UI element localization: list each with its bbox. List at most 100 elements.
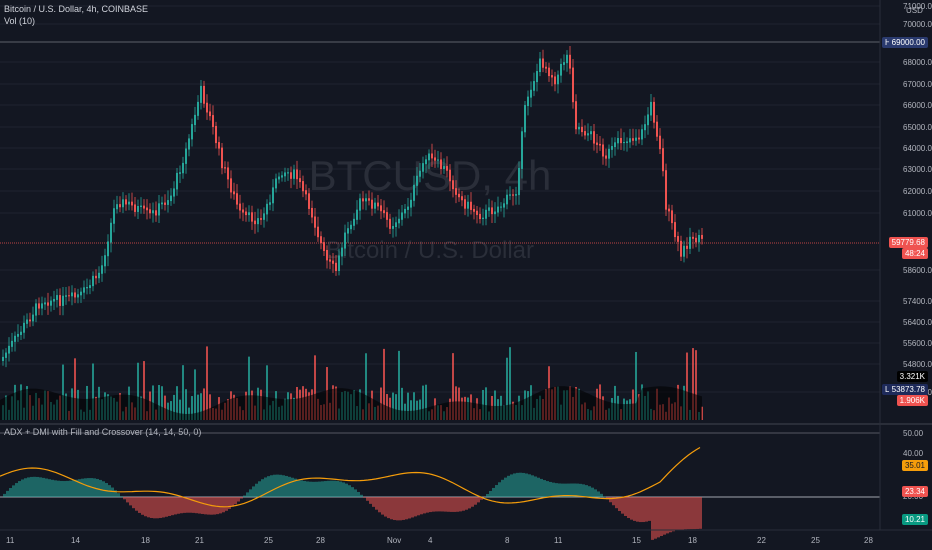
candle-body [560, 63, 562, 76]
candle-body [341, 247, 343, 257]
candle-body [164, 202, 166, 205]
candle-body [272, 187, 274, 204]
candle-body [683, 245, 685, 257]
candle-body [338, 255, 340, 272]
dmi-fill-bar [15, 483, 18, 497]
dmi-fill-bar [462, 497, 465, 511]
candle-body [77, 294, 79, 298]
candle-body [641, 129, 643, 140]
volume-bar [395, 394, 397, 420]
volume-bar [179, 399, 181, 420]
dmi-fill-bar [114, 490, 117, 497]
volume-bar [197, 394, 199, 420]
volume-bar [494, 390, 496, 420]
dmi-fill-bar [105, 483, 108, 497]
candle-body [401, 212, 403, 220]
price-tick-label: 54800.00 [903, 360, 932, 369]
volume-bar [188, 407, 190, 420]
candle-body [5, 352, 7, 358]
volume-bar [203, 388, 205, 420]
candle-body [488, 207, 490, 211]
dmi-fill-bar [669, 497, 672, 533]
dmi-fill-bar [123, 497, 126, 500]
dmi-fill-bar [198, 497, 201, 514]
candle-body [71, 292, 73, 297]
candle-body [527, 96, 529, 107]
dmi-fill-bar [432, 497, 435, 512]
candle-body [8, 345, 10, 354]
volume-bar [170, 401, 172, 420]
candle-body [359, 198, 361, 211]
time-tick-label: 25 [264, 536, 273, 545]
symbol-legend[interactable]: Bitcoin / U.S. Dollar, 4h, COINBASE [4, 4, 149, 14]
candle-body [425, 159, 427, 165]
dmi-fill-bar [678, 497, 681, 530]
candle-body [26, 319, 28, 324]
dmi-fill-bar [447, 497, 450, 512]
candle-body [293, 169, 295, 179]
candle-body [188, 138, 190, 150]
candle-body [191, 124, 193, 140]
candle-body [353, 218, 355, 226]
dmi-fill-bar [561, 483, 564, 497]
dmi-fill-bar [618, 497, 621, 512]
dmi-fill-bar [441, 497, 444, 512]
dmi-fill-bar [426, 497, 429, 513]
candle-body [56, 295, 58, 300]
dmi-fill-bar [654, 497, 657, 539]
candle-body [128, 201, 130, 205]
dmi-fill-bar [21, 479, 24, 497]
dmi-fill-bar [381, 497, 384, 515]
dmi-fill-bar [243, 495, 246, 497]
candle-body [530, 89, 532, 98]
candlestick-series [2, 46, 703, 368]
candle-body [572, 67, 574, 103]
dmi-fill-bar [192, 497, 195, 513]
dmi-fill-bar [663, 497, 666, 535]
candle-body [80, 291, 82, 296]
candle-body [386, 212, 388, 220]
time-tick-label: 22 [757, 536, 766, 545]
candle-body [104, 255, 106, 267]
indicator-legend[interactable]: ADX + DMI with Fill and Crossover (14, 1… [4, 427, 202, 437]
candle-body [575, 101, 577, 130]
volume-bar [266, 365, 268, 420]
candle-body [608, 148, 610, 159]
candle-body [605, 155, 607, 159]
dmi-fill-bar [63, 481, 66, 497]
candle-body [149, 209, 151, 214]
dmi-fill-bar [567, 483, 570, 497]
dmi-fill-bar [534, 476, 537, 497]
volume-bar [62, 364, 64, 420]
candle-body [326, 249, 328, 261]
candle-body [392, 226, 394, 229]
candle-body [416, 175, 418, 186]
candle-body [563, 62, 565, 65]
candle-body [539, 58, 541, 73]
dmi-fill-bar [537, 477, 540, 497]
dmi-fill-bar [681, 497, 684, 530]
volume-bar [686, 352, 688, 420]
candle-body [584, 131, 586, 136]
dmi-fill-bar [423, 497, 426, 514]
indicator-tick-40: 40.00 [903, 449, 924, 458]
dmi-fill-bar [579, 483, 582, 497]
dmi-fill-bar [291, 477, 294, 497]
time-tick-label: 8 [505, 536, 510, 545]
dmi-fill-bar [147, 497, 150, 518]
volume-legend[interactable]: Vol (10) [4, 16, 36, 26]
candle-body [290, 172, 292, 179]
candle-body [380, 205, 382, 212]
dmi-fill-bar [486, 493, 489, 497]
candle-body [458, 193, 460, 198]
dmi-fill-bar [117, 493, 120, 497]
candle-body [404, 208, 406, 214]
volume-bar [185, 389, 187, 420]
dmi-fill-bar [111, 487, 114, 497]
dmi-fill-bar [273, 474, 276, 497]
candle-body [17, 333, 19, 337]
candle-body [356, 209, 358, 220]
price-tick-label: 58600.00 [903, 266, 932, 275]
candle-body [668, 208, 670, 212]
